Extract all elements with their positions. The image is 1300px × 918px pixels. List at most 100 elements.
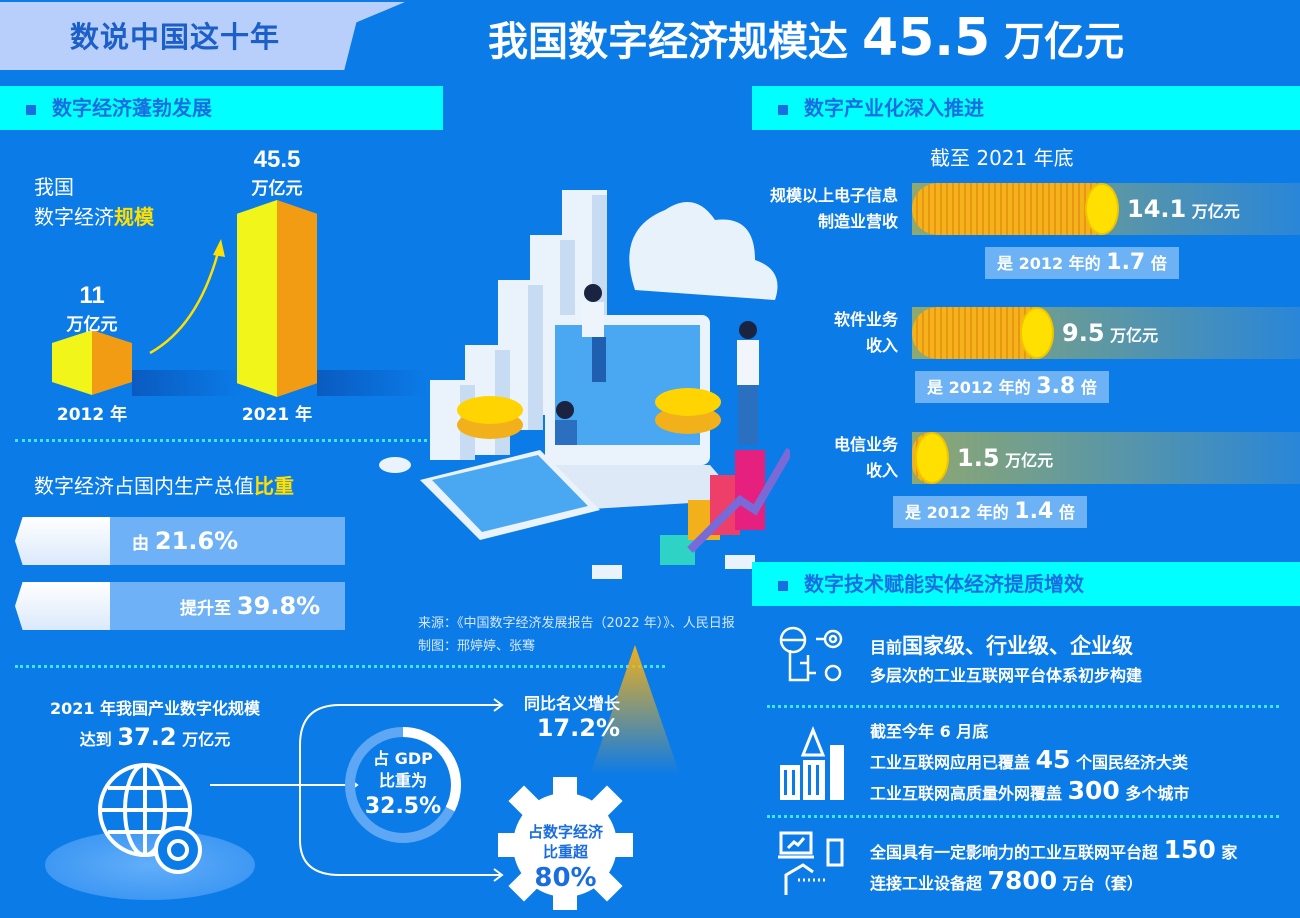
label-line: 电信业务 <box>833 435 898 454</box>
suffix: 家 <box>1221 843 1238 862</box>
bar-2012-label: 11 万亿元 <box>52 282 132 335</box>
year-2012: 2012 年 <box>56 405 128 425</box>
as-of-date: 截至 2021 年底 <box>930 146 1074 170</box>
suffix: 倍 <box>1150 254 1167 273</box>
platform-ellipse <box>45 830 255 900</box>
value: 45.5 <box>253 146 301 173</box>
number: 45 <box>1035 745 1071 774</box>
empowerment-item-2: 截至今年 6 月底工业互联网应用已覆盖 45 个国民经济大类 工业互联网高质量外网… <box>870 718 1189 808</box>
coin-face <box>1020 307 1054 359</box>
digital-economy-illustration <box>379 190 790 579</box>
prefix: 全国具有一定影响力的工业互联网平台超 <box>870 843 1159 862</box>
growth-stat: 同比名义增长 17.2% <box>505 690 620 742</box>
growth-arrow-icon <box>149 239 225 355</box>
label-line: 收入 <box>865 336 898 355</box>
prefix: 目前 <box>870 638 903 657</box>
multiple: 3.8 <box>1036 374 1076 399</box>
industry-row-label: 电信业务收入 <box>740 432 898 484</box>
scale-label-highlight: 规模 <box>114 205 154 229</box>
scale-label-plain: 数字经济 <box>34 205 114 229</box>
prefix: 连接工业设备超 <box>870 874 983 893</box>
scale-label: 我国数字经济规模 <box>34 172 154 232</box>
prefix: 是 2012 年的 <box>905 503 1009 522</box>
gdp-share-arc <box>345 727 461 843</box>
industry-value: 9.5 万亿元 <box>1062 319 1158 347</box>
unit: 万亿元 <box>66 315 118 335</box>
source-note: 来源：《中国数字经济发展报告（2022 年）》、人民日报 制图：邢婷婷、张骞 <box>418 612 735 658</box>
bar-2021-label: 45.5 万亿元 <box>237 146 317 199</box>
share-title-highlight: 比重 <box>254 474 294 498</box>
value: 14.1 <box>1127 195 1187 223</box>
label-line: 收入 <box>865 461 898 480</box>
touch-globe-idea-icon <box>779 626 843 682</box>
coin-stack-bar <box>912 183 1102 235</box>
label: 比重为 <box>378 771 427 790</box>
bar-shadow <box>317 370 427 396</box>
industry-value: 1.5 万亿元 <box>957 444 1053 472</box>
bar-shadow <box>132 370 242 396</box>
banner <box>0 2 405 70</box>
label: 提升至 <box>180 599 231 619</box>
label: 由 <box>132 534 149 554</box>
unit: 万亿元 <box>1191 202 1240 221</box>
industry-row-label: 软件业务 收入 <box>740 307 898 359</box>
suffix: 多个城市 <box>1125 784 1190 803</box>
unit: 万亿元 <box>182 730 231 749</box>
number: 300 <box>1067 776 1120 805</box>
value: 80% <box>534 863 597 893</box>
coin-face <box>1085 183 1119 235</box>
suffix: 倍 <box>1080 378 1097 397</box>
value: 9.5 <box>1062 319 1105 347</box>
highlight: 国家级、行业级、企业级 <box>902 634 1134 658</box>
share-bar-from: 由 21.6% <box>15 517 345 565</box>
prefix: 工业互联网应用已覆盖 <box>870 753 1031 772</box>
econ-share-label: 占数字经济 比重超 80% <box>498 822 633 894</box>
section-title: 数字经济蓬勃发展 <box>52 96 212 120</box>
line: 多层次的工业互联网平台体系初步构建 <box>870 666 1143 685</box>
year-2021: 2021 年 <box>241 405 313 425</box>
multiple: 1.4 <box>1014 499 1054 524</box>
label: 占 GDP <box>373 749 433 768</box>
multiple-badge: 是 2012 年的 1.7 倍 <box>985 247 1179 279</box>
globe-gear-icon <box>98 763 202 874</box>
section-header-digital-economy: 数字经济蓬勃发展 <box>0 86 443 130</box>
gdp-share-ring <box>345 727 461 843</box>
share-title-plain: 数字经济占国内生产总值 <box>34 474 254 498</box>
section-header-empowerment: 数字技术赋能实体经济提质增效 <box>752 562 1300 606</box>
title-prefix: 我国数字经济规模达 <box>488 19 848 65</box>
prefix: 是 2012 年的 <box>997 254 1101 273</box>
title-line: 2021 年我国产业数字化规模 <box>49 699 261 718</box>
scale-label-line1: 我国 <box>34 175 74 199</box>
multiple-badge: 是 2012 年的 1.4 倍 <box>893 496 1087 528</box>
multiple: 1.7 <box>1106 250 1146 275</box>
banner-text: 数说中国这十年 <box>69 20 280 54</box>
empowerment-item-1: 目前国家级、行业级、企业级多层次的工业互联网平台体系初步构建 <box>870 632 1142 690</box>
number: 150 <box>1163 835 1216 864</box>
bar-2012 <box>52 330 132 395</box>
flow-arrows <box>210 698 504 882</box>
line: 截至今年 6 月底 <box>870 722 989 741</box>
source-line: 来源：《中国数字经济发展报告（2022 年）》、人民日报 <box>418 616 735 631</box>
gdp-share-label: 占 GDP 比重为 32.5% <box>340 748 466 818</box>
divider <box>15 439 440 442</box>
industry-digitization-title: 2021 年我国产业数字化规模达到 37.2 万亿元 <box>30 695 280 754</box>
value: 37.2 <box>117 723 177 751</box>
value: 39.8% <box>236 592 321 620</box>
prefix: 工业互联网高质量外网覆盖 <box>870 784 1063 803</box>
industry-value: 14.1 万亿元 <box>1127 195 1240 223</box>
divider <box>767 705 1279 708</box>
value: 32.5% <box>364 794 442 819</box>
prefix: 达到 <box>79 730 112 749</box>
label: 占数字经济 <box>527 823 603 841</box>
share-title: 数字经济占国内生产总值比重 <box>34 470 294 499</box>
share-bar-to: 提升至 39.8% <box>15 582 345 630</box>
label-line: 制造业营收 <box>817 212 898 231</box>
value: 17.2% <box>536 714 620 742</box>
unit: 万亿元 <box>1005 451 1054 470</box>
page-title: 我国数字经济规模达 45.5 万亿元 <box>488 8 1124 68</box>
value: 11 <box>79 282 105 309</box>
label: 同比名义增长 <box>523 694 620 713</box>
city-signal-tower-icon <box>780 725 844 800</box>
suffix: 个国民经济大类 <box>1075 753 1188 772</box>
robot-arm-laptop-icon <box>778 831 844 895</box>
